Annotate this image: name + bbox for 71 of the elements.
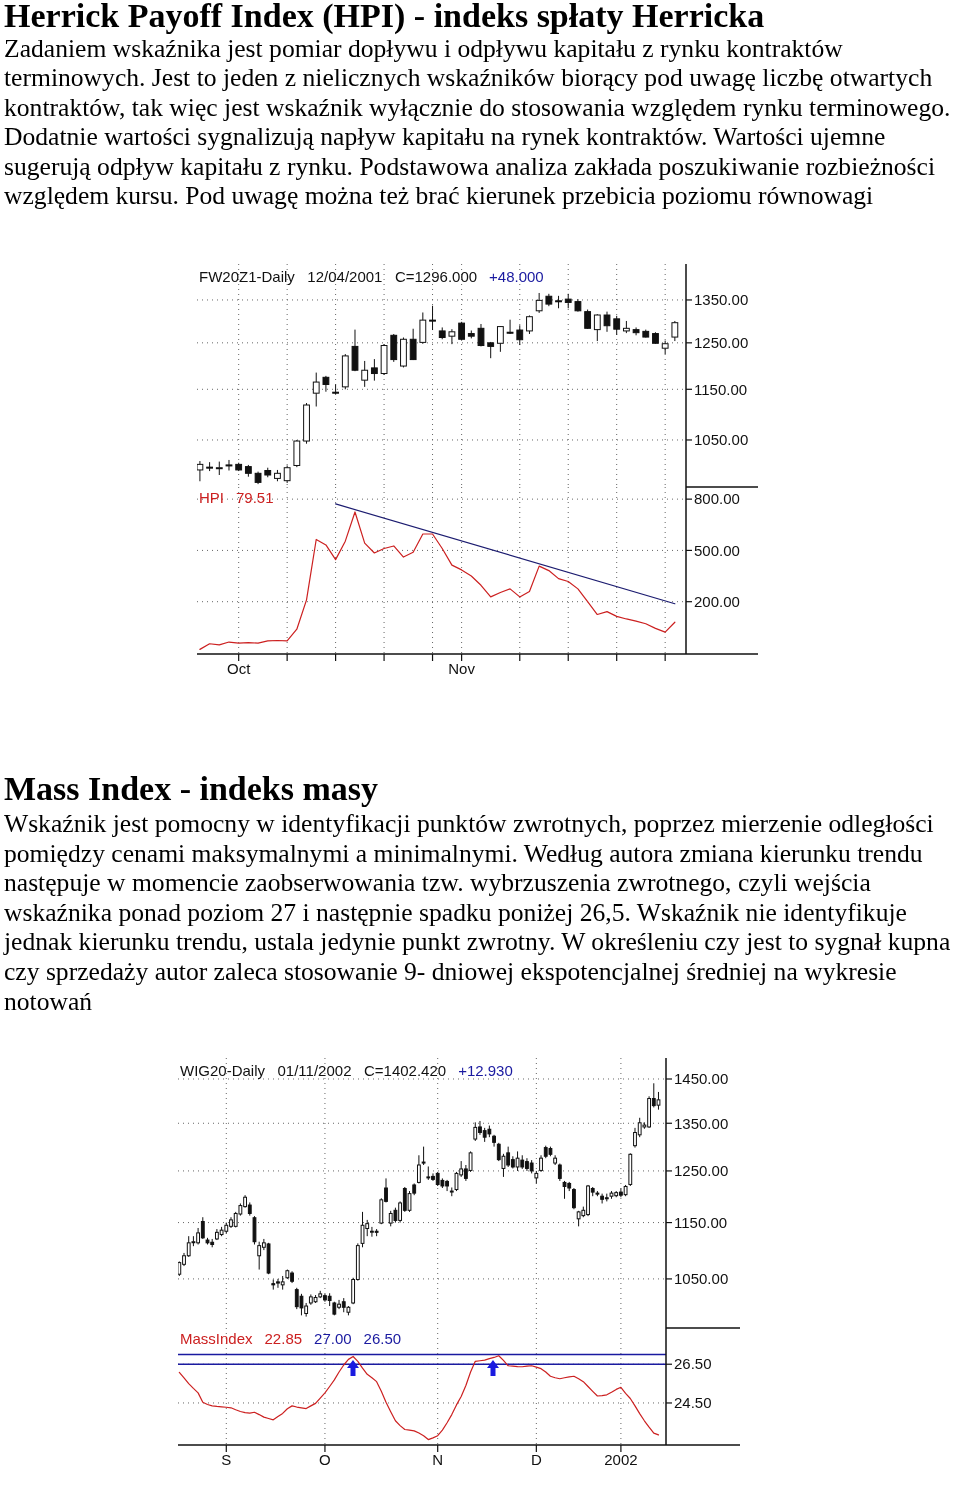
x-tick-label: O (319, 1451, 331, 1468)
x-tick-label: Nov (448, 660, 476, 677)
y-tick-label: 1250.00 (674, 1162, 729, 1180)
candlestick (351, 329, 359, 372)
candlestick (322, 375, 330, 393)
candlestick (416, 1154, 421, 1184)
annotation: +12.930 (458, 1062, 513, 1079)
chart-title: Herrick Payoff Index (HPI) - indeks spłaty Herricka (4, 0, 765, 35)
annotation: FW20Z1-Daily 12/04/2001 C=1296.000 (199, 268, 478, 285)
y-tick-label: 1050.00 (694, 431, 749, 449)
candlestick (370, 358, 378, 382)
annotation: 79.51 (236, 489, 274, 506)
text: HPI (199, 489, 225, 506)
y-tick-label: 1350.00 (674, 1114, 729, 1132)
series-label: MassIndex (180, 1330, 254, 1347)
y-tick-label: 1050.00 (674, 1270, 729, 1288)
chart-subtitle: Zadaniem wskaźnika jest pomiar dopływu i odpływu kapitału z rynku kontraktów terminowych. Jest to jeden z nielicznych wskaźników biorący pod uwagę liczbę otwartych kontraktów, tak więc jest wskaźnik wyłącznie do stosowania względem rynku terminowego. Dodatnie wartości sygnalizują napływ kapitału na rynek kontraktów. Wartości ujemne sugerują odpływ kapitału z rynku. Podstawowa analiza zakłada poszukiwanie rozbieżności względem kursu. Pod uwagę można też brać kierunek przebicia poziomu równowagi (4, 34, 951, 210)
y-tick-label: 1350.00 (694, 291, 749, 309)
chart-subtitle: Wskaźnik jest pomocny w identyfikacji punktów zwrotnych, poprzez mierzenie odległości pomiędzy cenami maksymalnymi a minimalnymi. Według autora zmiana kierunku trendu następuje w momencie zaobserwowania tzw. wybrzuszenia zwrotnego, czyli wejścia wskaźnika ponad poziom 27 i następnie spadku poniżej 26,5. Wskaźnik nie identyfikuje jednak kierunku trendu, ustala jedynie punkt zwrotny. W określeniu czy jest to sygnał kupna czy sprzedaży autor zaleca stosowanie 9- dniowej ekspotencjalnej średniej na wykresie notowań (3, 809, 951, 1016)
candlestick (197, 460, 204, 482)
candlestick (671, 320, 679, 342)
y-tick-label: 200.00 (694, 592, 740, 610)
y-tick-label: 1250.00 (694, 334, 749, 352)
candlestick (312, 372, 320, 408)
y-tick-label: 500.00 (694, 541, 740, 559)
candlestick (613, 315, 621, 336)
y-tick-label: 1150.00 (694, 380, 748, 398)
x-tick-label: N (432, 1451, 444, 1468)
candlestick (299, 1293, 304, 1316)
candlestick (419, 311, 427, 345)
candlestick (257, 1241, 262, 1271)
candlestick (360, 1211, 365, 1248)
line-series (178, 1355, 660, 1441)
y-tick-label: 24.50 (674, 1394, 712, 1412)
chart-title: Mass Index - indeks masy (4, 770, 379, 807)
candlestick (421, 1146, 426, 1166)
y-tick-label: 800.00 (694, 490, 740, 508)
candlestick (515, 1150, 520, 1172)
candlestick (593, 313, 601, 342)
candlestick (496, 325, 504, 353)
candlestick (584, 309, 592, 330)
annotation: +48.000 (489, 268, 544, 285)
x-tick-label: D (530, 1451, 542, 1468)
candlestick (526, 314, 533, 335)
candlestick (448, 328, 456, 345)
ref-line-label: 26.50 (363, 1330, 402, 1347)
candlestick (572, 1187, 576, 1210)
y-tick-label: 1450.00 (674, 1070, 729, 1088)
candlestick (361, 360, 369, 388)
candlestick (506, 319, 514, 335)
candlestick (409, 328, 417, 361)
annotation: WIG20-Daily 01/11/2002 C=1402.420 (180, 1062, 447, 1079)
candlestick (429, 305, 436, 331)
x-tick-label: S (221, 1451, 232, 1468)
candlestick (200, 1216, 205, 1240)
ref-line-label: 27.00 (314, 1330, 352, 1347)
candlestick (603, 311, 611, 333)
y-tick-label: 26.50 (674, 1355, 712, 1373)
annotation: 22.85 (264, 1330, 303, 1347)
line-series (199, 511, 676, 650)
candlestick (535, 292, 543, 314)
x-tick-label: Oct (227, 660, 252, 677)
candlestick (632, 326, 640, 336)
x-tick-label: 2002 (604, 1451, 638, 1468)
candlestick (600, 1193, 605, 1204)
candlestick (225, 459, 233, 471)
candlestick (473, 1121, 478, 1142)
y-tick-label: 1150.00 (674, 1213, 728, 1231)
candlestick (516, 324, 524, 346)
candlestick (454, 1171, 459, 1192)
candlestick (252, 1215, 257, 1245)
